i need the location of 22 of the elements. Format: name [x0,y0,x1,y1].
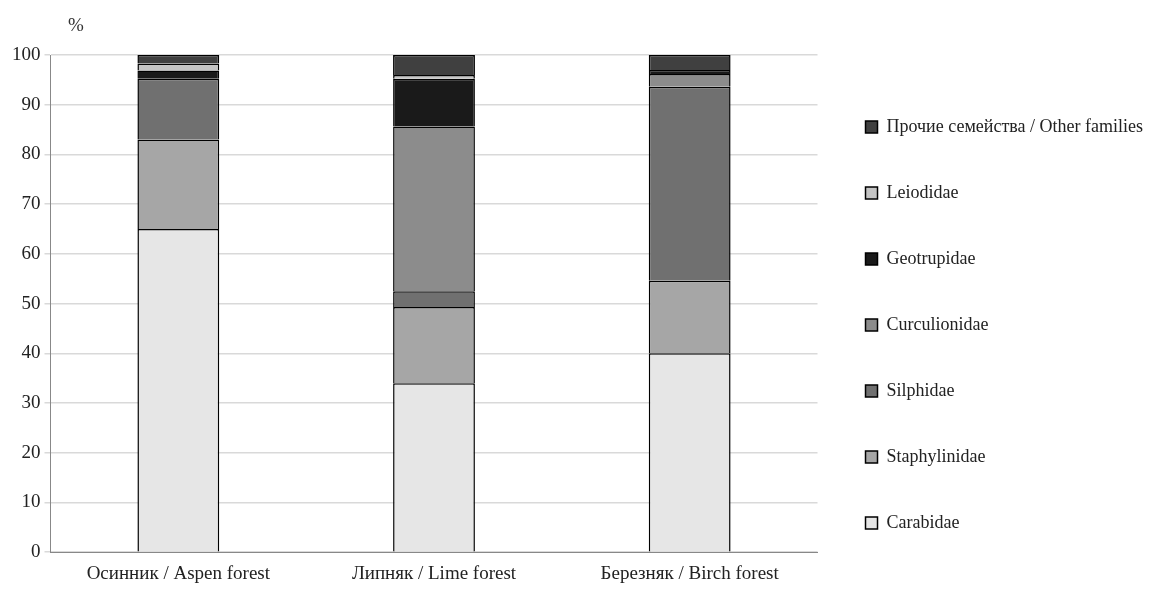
x-tick-label: Березняк / Birch forest [600,561,780,583]
y-tick-label: 0 [31,540,41,562]
y-tick-label: 100 [12,42,41,64]
y-tick-label: 40 [21,341,41,363]
y-tick-label: 50 [21,291,41,313]
y-tick-label: 30 [21,391,41,413]
y-axis-title: % [68,14,84,36]
y-tick-label: 20 [21,440,41,462]
legend-label: Carabidae [886,511,960,532]
legend-label: Staphylinidae [886,445,986,466]
y-tick-label: 10 [21,490,41,512]
legend-label: Silphidae [886,379,955,400]
legend-label: Geotrupidae [886,247,976,268]
legend-label: Curculionidae [886,313,989,334]
legend-label: Прочие семейства / Other families [886,115,1144,136]
y-tick-label: 90 [21,92,41,114]
x-tick-label: Липняк / Lime forest [351,561,517,583]
x-tick-label: Осинник / Aspen forest [86,561,271,583]
y-tick-label: 60 [21,241,41,263]
y-tick-label: 80 [21,142,41,164]
y-tick-label: 70 [21,192,41,214]
legend-label: Leiodidae [886,181,959,202]
